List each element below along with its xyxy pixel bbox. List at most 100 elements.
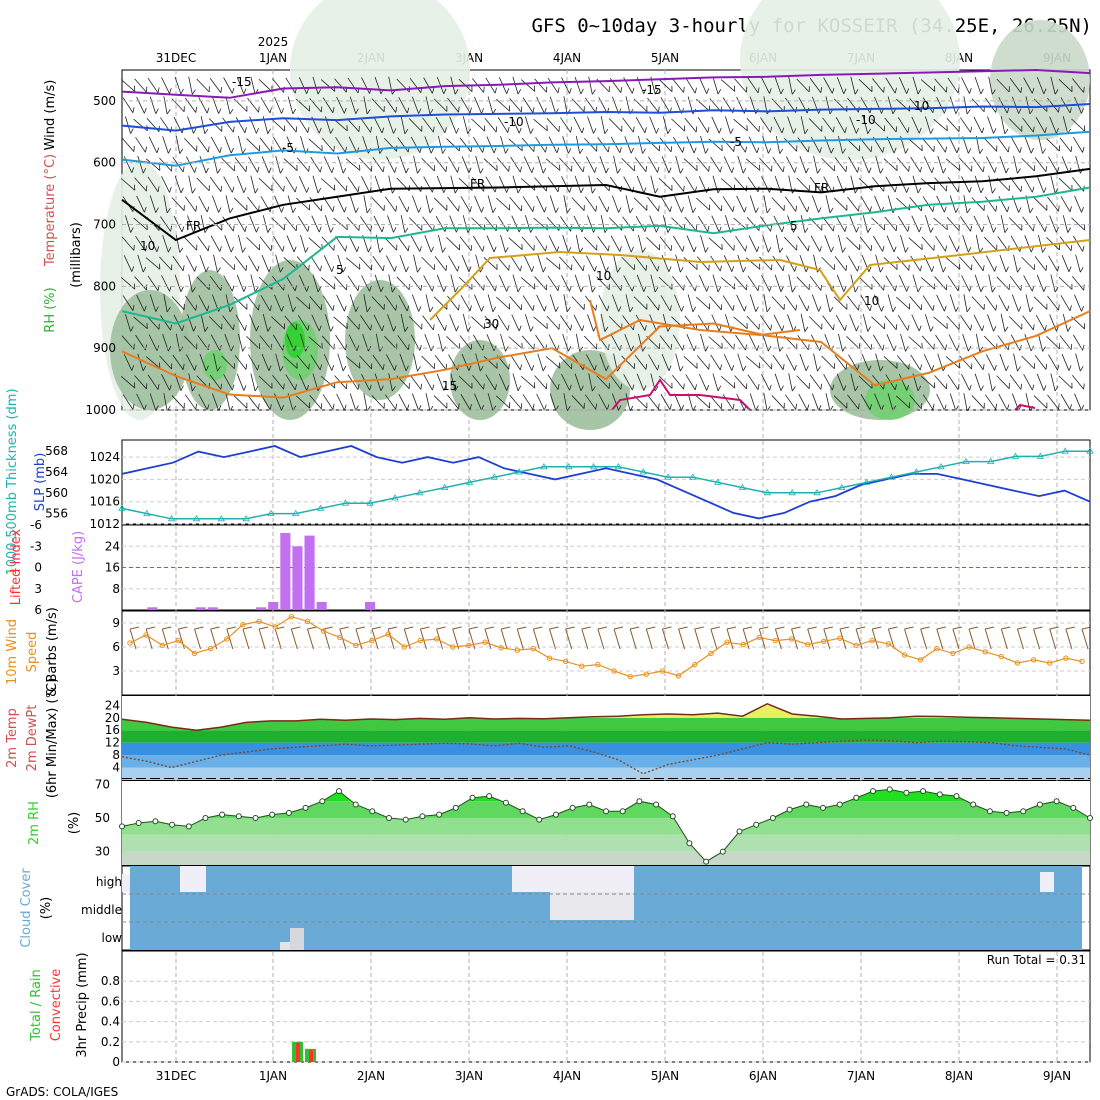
barb-flag: [371, 363, 373, 370]
barb-staff: [1024, 334, 1032, 352]
wind10m-barb-flag: [936, 626, 946, 630]
barb-flag: [279, 267, 284, 273]
barb-staff: [999, 156, 1007, 174]
rh-marker: [1020, 808, 1027, 815]
barb-flag: [805, 365, 809, 372]
wind-barb: [234, 355, 248, 370]
barb-staff: [1060, 295, 1071, 312]
wind-barb: [598, 195, 610, 213]
wind-barb: [123, 255, 135, 272]
barb-staff: [809, 275, 822, 291]
barb-staff: [287, 294, 294, 312]
barb-staff: [549, 393, 557, 411]
barb-staff: [922, 295, 934, 311]
barb-staff: [188, 373, 193, 392]
wind-barb: [134, 276, 148, 291]
barb-staff: [372, 354, 384, 371]
barb-staff: [411, 96, 420, 114]
barb-flag: [733, 382, 736, 389]
barb-staff: [235, 116, 246, 134]
wind-barb: [162, 235, 172, 253]
wind-barb: [874, 195, 885, 213]
barb-flag: [1008, 383, 1010, 389]
wind-barb: [610, 235, 622, 252]
barb-flag: [319, 364, 322, 371]
wind-barb: [847, 394, 860, 410]
barb-staff: [400, 116, 406, 134]
barb-staff: [496, 296, 510, 310]
wind10m-barb: [484, 628, 492, 650]
wind-barb: [847, 295, 860, 311]
barb-staff: [473, 235, 483, 252]
barb-flag: [820, 87, 823, 93]
wind-barb: [823, 77, 835, 94]
barb-flag: [905, 247, 909, 253]
wind-barb: [121, 236, 135, 251]
barb-flag: [967, 148, 972, 154]
wind-barb: [536, 294, 547, 312]
barb-staff: [545, 356, 561, 369]
wind-barb: [711, 215, 722, 233]
barb-staff: [161, 275, 170, 292]
wind-barb: [984, 137, 998, 152]
barb-flag: [759, 164, 761, 171]
barb-flag: [1017, 366, 1021, 372]
barb-flag: [819, 246, 822, 252]
barb-flag: [919, 265, 922, 272]
wind-barb: [609, 78, 623, 93]
rh-marker: [1053, 798, 1060, 805]
wind-barb: [547, 275, 560, 291]
rh-marker: [953, 793, 960, 800]
cloud-gap: [280, 942, 290, 950]
barb-staff: [512, 274, 519, 293]
wind-barb: [1061, 156, 1072, 174]
barb-flag: [221, 224, 223, 231]
barb-flag: [183, 304, 185, 310]
barb-staff: [147, 374, 159, 390]
wind-barb: [799, 156, 809, 174]
wind-barb: [598, 393, 610, 411]
barb-staff: [246, 237, 260, 251]
barb-flag: [958, 224, 960, 231]
wind-barb: [421, 157, 435, 172]
barb-flag: [1030, 246, 1034, 253]
barb-staff: [448, 255, 458, 272]
wind10m-barb-flag: [823, 626, 833, 630]
barb-flag: [179, 148, 184, 154]
barb-flag: [795, 304, 798, 311]
wind-barb: [197, 236, 210, 252]
barb-staff: [673, 136, 683, 153]
barb-flag: [917, 385, 922, 392]
barb-staff: [233, 296, 248, 310]
wind-barb: [1035, 215, 1047, 232]
wind-barb: [436, 373, 447, 391]
wind-barb: [520, 375, 536, 389]
barb-flag: [796, 145, 798, 152]
wind-barb: [473, 136, 485, 153]
wind-barb: [461, 353, 472, 371]
wind-barb: [999, 156, 1009, 174]
wind-barb: [1060, 295, 1072, 312]
wind-barb: [984, 295, 998, 311]
barb-staff: [799, 353, 807, 371]
barb-staff: [610, 334, 621, 351]
barb-flag: [506, 286, 510, 292]
barb-staff: [975, 333, 981, 352]
wind-barb: [625, 195, 634, 214]
barb-flag: [759, 362, 761, 369]
barb-staff: [500, 136, 506, 154]
barb-flag: [681, 206, 685, 213]
wind-barb: [509, 295, 523, 311]
barb-flag: [1031, 87, 1035, 94]
barb-staff: [297, 216, 309, 232]
barb-staff: [1033, 395, 1048, 409]
wind-barb: [798, 195, 810, 213]
barb-staff: [397, 236, 409, 252]
barb-flag: [858, 304, 860, 311]
wind10m-barb: [904, 628, 911, 650]
barb-flag: [507, 324, 510, 331]
wind-barb: [823, 275, 835, 292]
barb-flag: [195, 205, 198, 212]
barb-staff: [1047, 196, 1059, 212]
rh-marker: [1070, 804, 1077, 811]
